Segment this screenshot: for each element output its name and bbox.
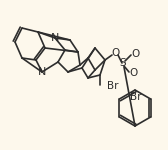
Text: O: O <box>129 68 137 78</box>
Text: O: O <box>131 49 139 59</box>
Text: N: N <box>38 67 46 77</box>
Text: Br: Br <box>130 92 142 102</box>
Text: O: O <box>111 48 119 58</box>
Text: S: S <box>120 58 126 68</box>
Text: N: N <box>51 33 59 43</box>
Text: Br: Br <box>107 81 118 91</box>
